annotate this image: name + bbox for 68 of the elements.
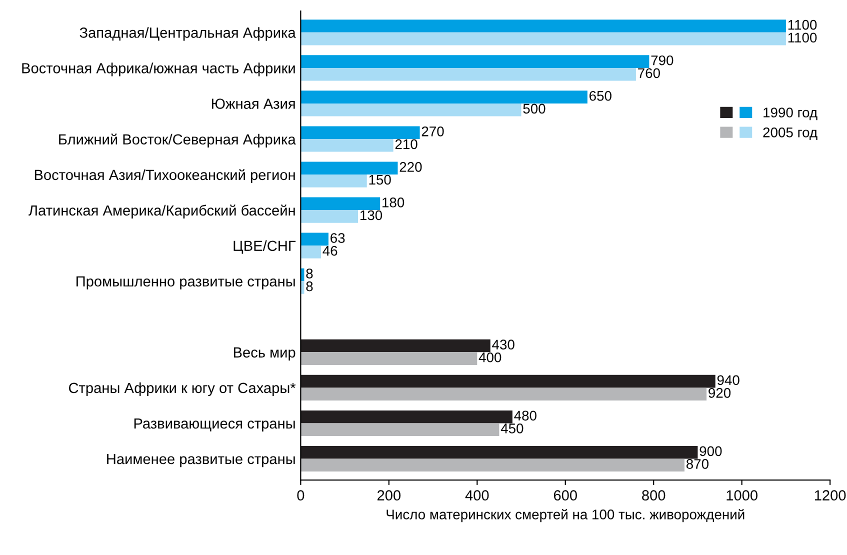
- x-tick-label: 400: [465, 490, 489, 501]
- y-tick-label: Страны Африки к югу от Сахары*: [68, 382, 296, 396]
- bar: [300, 210, 358, 223]
- data-label: 8: [306, 268, 313, 278]
- x-tick-label: 600: [554, 490, 577, 501]
- bar: [300, 352, 478, 365]
- y-tick-label: Ближний Восток/Северная Африка: [59, 134, 296, 148]
- data-label: 150: [369, 174, 391, 185]
- data-label: 63: [330, 233, 345, 243]
- data-label: 760: [638, 68, 660, 78]
- bar: [300, 68, 636, 81]
- bar: [300, 374, 716, 388]
- bar: [300, 410, 512, 424]
- data-label: 46: [322, 246, 338, 256]
- bar: [300, 446, 698, 459]
- data-label: 210: [395, 139, 418, 150]
- x-tick-label: 800: [642, 490, 666, 501]
- bar: [300, 197, 380, 210]
- x-axis-title: Число материнских смертей на 100 тыс. живорождений: [386, 508, 744, 522]
- bar: [300, 339, 490, 352]
- y-tick-label: Южная Азия: [212, 98, 295, 109]
- data-label: 400: [478, 352, 502, 362]
- bar: [300, 388, 707, 400]
- bar: [300, 55, 650, 68]
- legend-label: 2005 год: [763, 127, 818, 140]
- bar: [300, 90, 588, 104]
- x-tick-label: 0: [297, 490, 304, 501]
- y-tick-label: Промышленно развитые страны: [76, 276, 295, 290]
- data-label: 500: [523, 104, 546, 114]
- data-label: 180: [382, 198, 404, 208]
- data-label: 940: [717, 375, 740, 386]
- x-tick-label: 1200: [814, 490, 846, 501]
- data-label: 1100: [788, 32, 817, 43]
- data-label: 270: [422, 126, 444, 136]
- bar: [300, 139, 394, 152]
- y-tick-label: Развивающиеся страны: [134, 418, 295, 432]
- x-tick-label: 1000: [726, 490, 758, 501]
- data-label: 8: [306, 281, 313, 292]
- y-tick-label: Наименее развитые страны: [107, 454, 295, 468]
- y-tick-label: Латинская Америка/Карибский бассейн: [28, 204, 295, 218]
- data-label: 430: [492, 340, 514, 350]
- data-label: 900: [700, 446, 722, 456]
- bar: [300, 232, 328, 246]
- bar: [300, 174, 367, 188]
- y-tick-label: Восточная Африка/южная часть Африки: [22, 62, 295, 76]
- data-label: 130: [360, 210, 382, 220]
- data-label: 790: [651, 55, 674, 66]
- data-label: 450: [500, 424, 524, 434]
- y-tick-label: ЦВЕ/СНГ: [234, 240, 296, 254]
- y-tick-label: Весь мир: [234, 347, 296, 360]
- data-label: 870: [686, 459, 708, 469]
- data-label: 480: [514, 410, 536, 421]
- bar: [300, 20, 786, 32]
- bar: [300, 32, 786, 46]
- data-label: 650: [590, 90, 612, 101]
- x-tick-label: 200: [377, 490, 401, 501]
- data-label: 920: [708, 388, 731, 398]
- bar: [300, 103, 522, 116]
- bar: [300, 162, 398, 175]
- data-label: 220: [400, 162, 422, 172]
- bar: [300, 246, 321, 258]
- bar: [300, 126, 420, 139]
- y-tick-label: Западная/Центральная Африка: [80, 27, 296, 41]
- bar: [300, 458, 684, 472]
- data-label: 1100: [788, 20, 817, 30]
- bar: [300, 423, 500, 436]
- y-tick-label: Восточная Азия/Тихоокеанский регион: [34, 169, 295, 183]
- legend-label: 1990 год: [764, 108, 818, 120]
